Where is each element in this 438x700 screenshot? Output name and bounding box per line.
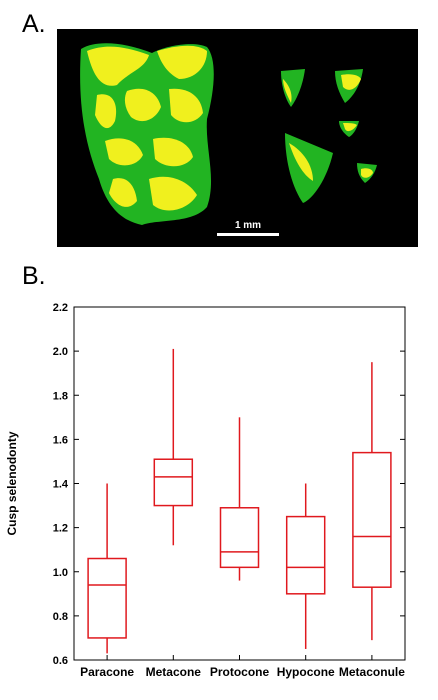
- cusp-selenodonty-boxplot: Cusp selenodonty 0.6 0.8 1.0 1.2 1.4 1.6 1.8 2.…: [5, 302, 406, 679]
- y-tick-label: 0.6: [53, 655, 68, 667]
- x-tick-label: Paracone: [80, 665, 134, 679]
- y-tick-label: 1.4: [53, 479, 69, 491]
- y-tick-label: 2.0: [53, 346, 68, 358]
- y-tick-label: 2.2: [53, 302, 68, 314]
- isolated-cusp-metaconule-image: [357, 163, 377, 183]
- box-series: [87, 348, 392, 654]
- x-tick-label: Protocone: [210, 665, 270, 679]
- box-iqr: [87, 557, 127, 639]
- scale-bar: [217, 233, 279, 236]
- tooth-micrograph-panel: 1 mm: [57, 29, 418, 247]
- isolated-cusp-protocone-image: [285, 133, 333, 203]
- box-metaconule: [352, 362, 392, 641]
- isolated-cusp-paracone-image: [281, 69, 305, 107]
- y-axis-label: Cusp selenodonty: [5, 431, 19, 535]
- box-paracone: [87, 483, 127, 654]
- x-tick-label: Metaconule: [339, 665, 405, 679]
- molar-crown-image: [80, 43, 214, 226]
- y-tick-label: 1.8: [53, 390, 68, 402]
- y-tick-label: 1.0: [53, 567, 68, 579]
- isolated-cusp-metacone-image: [335, 69, 363, 103]
- box-iqr: [352, 451, 392, 588]
- y-tick-label: 0.8: [53, 611, 68, 623]
- scale-bar-label: 1 mm: [235, 220, 261, 231]
- box-iqr: [153, 458, 194, 507]
- x-axis-tick-labels: Paracone Metacone Protocone Hypocone Metacon…: [80, 655, 405, 679]
- box-iqr: [285, 515, 326, 595]
- y-tick-label: 1.2: [53, 523, 68, 535]
- panel-b-label: B.: [22, 262, 46, 290]
- box-metacone: [153, 348, 194, 546]
- box-protocone: [219, 417, 260, 581]
- y-tick-label: 1.6: [53, 434, 68, 446]
- x-tick-label: Metacone: [146, 665, 202, 679]
- plot-frame: [73, 306, 406, 661]
- x-tick-label: Hypocone: [277, 665, 335, 679]
- box-hypocone: [285, 483, 326, 649]
- y-axis-ticks: 0.6 0.8 1.0 1.2 1.4 1.6 1.8 2.0 2.2: [53, 302, 405, 667]
- panel-a-label: A.: [22, 10, 46, 38]
- box-iqr: [219, 507, 260, 569]
- isolated-cusp-hypocone-image: [339, 121, 359, 137]
